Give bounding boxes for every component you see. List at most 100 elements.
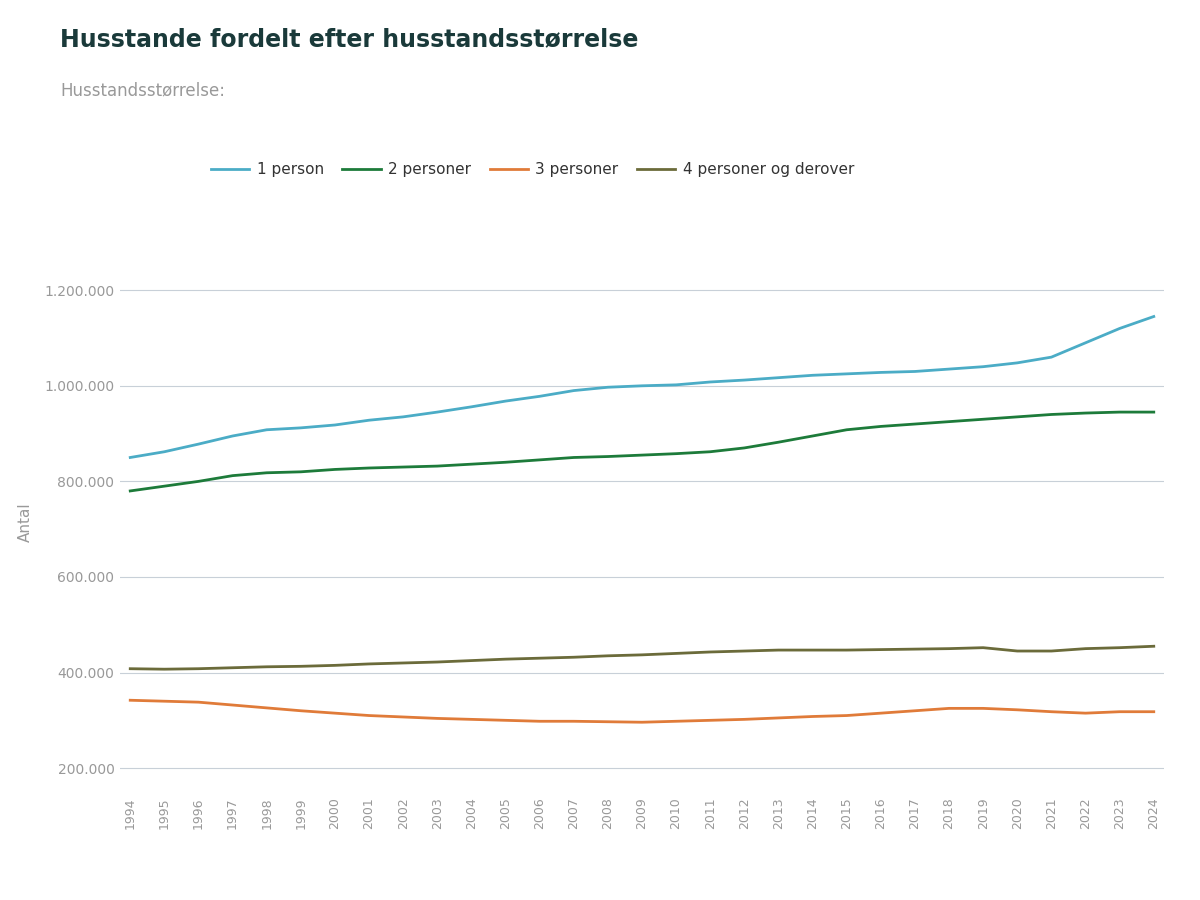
4 personer og derover [1112, 643, 1127, 653]
3 personer [1079, 707, 1093, 718]
1 person [157, 446, 172, 457]
4 personer og derover [1010, 645, 1025, 656]
4 personer og derover [1079, 644, 1093, 654]
3 personer [907, 706, 922, 716]
4 personer og derover [737, 645, 751, 656]
1 person [635, 381, 649, 392]
3 personer [601, 716, 616, 727]
4 personer og derover [601, 651, 616, 661]
1 person [498, 396, 512, 407]
4 personer og derover [772, 644, 786, 655]
4 personer og derover [635, 650, 649, 661]
3 personer [1044, 706, 1058, 717]
2 personer [601, 451, 616, 462]
2 personer [362, 463, 377, 473]
2 personer [191, 476, 205, 487]
4 personer og derover [976, 643, 990, 653]
1 person [703, 376, 718, 387]
Line: 3 personer: 3 personer [131, 700, 1153, 722]
3 personer [294, 706, 308, 716]
4 personer og derover [430, 657, 444, 668]
1 person [907, 366, 922, 377]
1 person [226, 430, 240, 441]
3 personer [1112, 706, 1127, 717]
4 personer og derover [124, 663, 138, 674]
3 personer [874, 707, 888, 718]
2 personer [874, 421, 888, 432]
2 personer [668, 448, 683, 459]
4 personer og derover [259, 662, 274, 672]
Legend: 1 person, 2 personer, 3 personer, 4 personer og derover: 1 person, 2 personer, 3 personer, 4 pers… [211, 162, 854, 177]
1 person [805, 370, 820, 381]
2 personer [294, 466, 308, 477]
1 person [601, 382, 616, 392]
4 personer og derover [805, 644, 820, 655]
3 personer [942, 703, 956, 714]
3 personer [464, 714, 479, 724]
3 personer [840, 710, 854, 721]
4 personer og derover [191, 663, 205, 674]
3 personer [259, 703, 274, 714]
2 personer [396, 462, 410, 472]
4 personer og derover [840, 644, 854, 655]
3 personer [226, 699, 240, 710]
2 personer [328, 464, 342, 475]
1 person [737, 374, 751, 385]
3 personer [566, 716, 581, 726]
2 personer [1079, 408, 1093, 418]
Line: 2 personer: 2 personer [131, 412, 1153, 490]
2 personer [942, 416, 956, 427]
4 personer og derover [1044, 645, 1058, 656]
4 personer og derover [874, 644, 888, 655]
3 personer [533, 716, 547, 726]
1 person [430, 407, 444, 418]
1 person [566, 385, 581, 396]
1 person [942, 364, 956, 374]
1 person [124, 452, 138, 463]
3 personer [362, 710, 377, 721]
3 personer [191, 697, 205, 707]
3 personer [1010, 705, 1025, 716]
1 person [396, 411, 410, 422]
2 personer [703, 446, 718, 457]
1 person [1044, 352, 1058, 363]
1 person [362, 415, 377, 426]
1 person [259, 425, 274, 436]
2 personer [157, 481, 172, 491]
1 person [1146, 311, 1160, 322]
4 personer og derover [907, 644, 922, 654]
1 person [464, 401, 479, 412]
Text: Husstandsstørrelse:: Husstandsstørrelse: [60, 81, 226, 99]
4 personer og derover [294, 661, 308, 671]
1 person [1010, 357, 1025, 368]
4 personer og derover [942, 644, 956, 654]
2 personer [430, 461, 444, 472]
2 personer [124, 485, 138, 496]
Line: 4 personer og derover: 4 personer og derover [131, 646, 1153, 670]
2 personer [976, 414, 990, 425]
1 person [668, 380, 683, 391]
3 personer [157, 696, 172, 706]
1 person [533, 391, 547, 401]
3 personer [124, 695, 138, 706]
3 personer [805, 711, 820, 722]
3 personer [430, 713, 444, 724]
1 person [874, 367, 888, 378]
3 personer [703, 715, 718, 725]
3 personer [396, 712, 410, 723]
2 personer [772, 436, 786, 447]
1 person [840, 368, 854, 379]
2 personer [464, 459, 479, 470]
4 personer og derover [396, 658, 410, 669]
2 personer [840, 425, 854, 436]
2 personer [635, 450, 649, 461]
2 personer [1010, 411, 1025, 422]
4 personer og derover [226, 662, 240, 673]
3 personer [498, 715, 512, 725]
4 personer og derover [157, 664, 172, 675]
3 personer [328, 707, 342, 718]
2 personer [1044, 410, 1058, 420]
4 personer og derover [566, 652, 581, 662]
Y-axis label: Antal: Antal [18, 502, 34, 542]
2 personer [498, 457, 512, 468]
